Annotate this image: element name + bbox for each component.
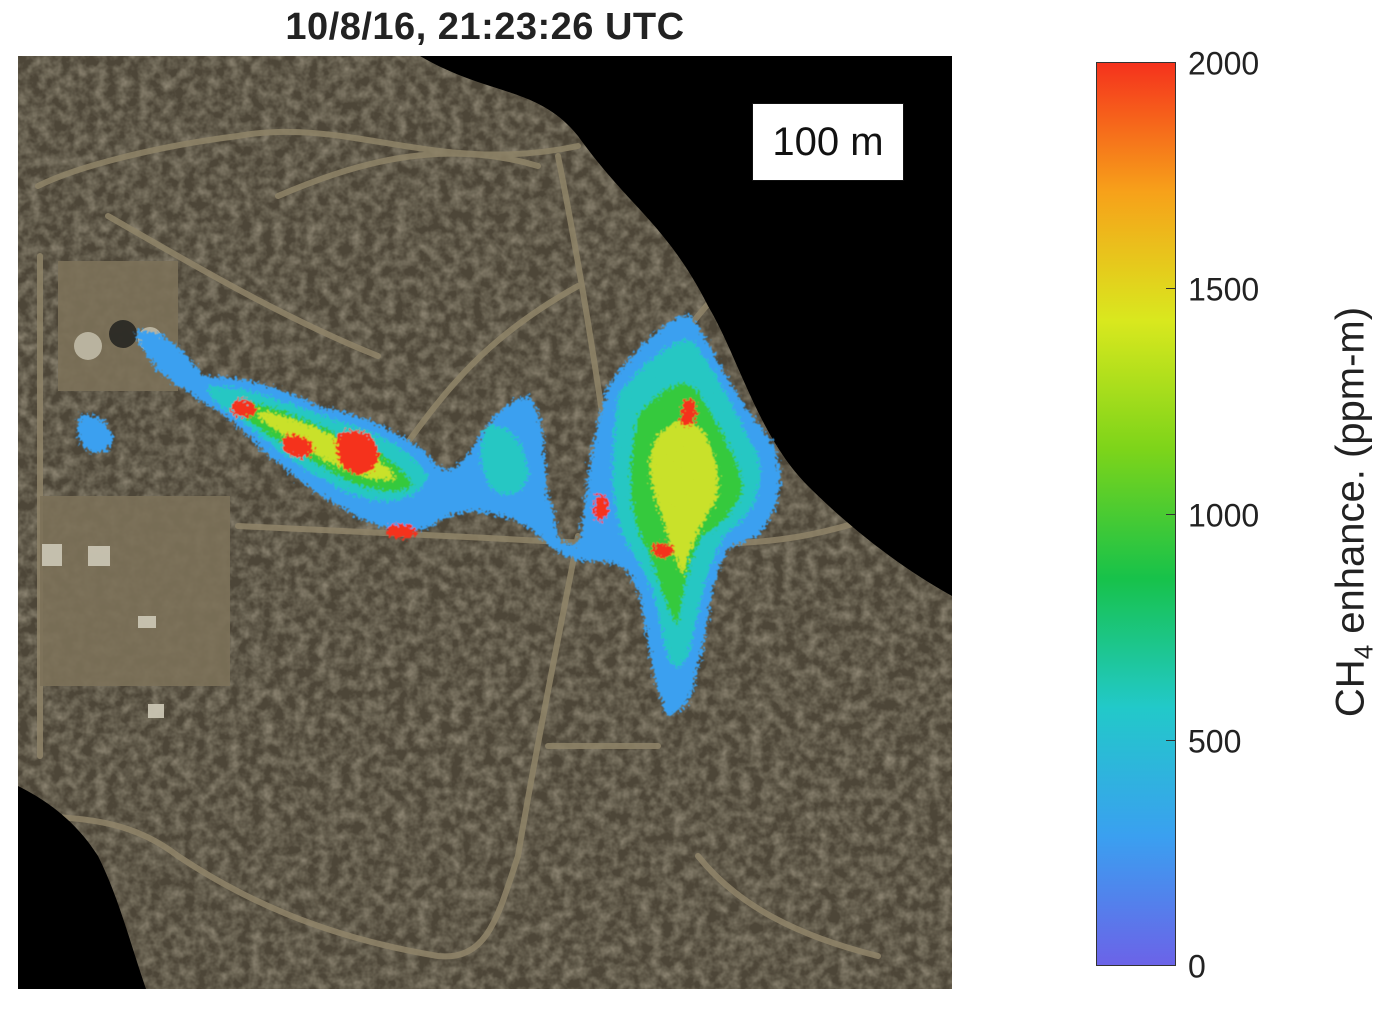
colorbar-tick bbox=[1166, 740, 1175, 741]
colorbar-label: CH4 enhance. (ppm-m) bbox=[1329, 307, 1380, 717]
colorbar-tick bbox=[1166, 514, 1175, 515]
colorbar-label-suffix: enhance. (ppm-m) bbox=[1328, 306, 1373, 645]
colorbar-tick-label: 2000 bbox=[1188, 45, 1260, 82]
colorbar-tick-label: 500 bbox=[1188, 723, 1242, 760]
map-title: 10/8/16, 21:23:26 UTC bbox=[285, 6, 685, 48]
colorbar-tick-label: 1000 bbox=[1188, 497, 1260, 534]
methane-plume bbox=[77, 314, 781, 716]
aerial-map bbox=[18, 56, 952, 989]
colorbar-label-prefix: CH bbox=[1328, 659, 1373, 718]
plume-speckle bbox=[208, 340, 761, 667]
colorbar-tick-label: 0 bbox=[1188, 948, 1206, 985]
colorbar-tick-label: 1500 bbox=[1188, 271, 1260, 308]
colorbar bbox=[1096, 62, 1176, 966]
scale-bar-label: 100 m bbox=[752, 103, 904, 181]
facility-pads bbox=[40, 261, 230, 686]
colorbar-label-subscript: 4 bbox=[1348, 644, 1379, 660]
colorbar-tick bbox=[1166, 62, 1175, 63]
colorbar-tick bbox=[1166, 965, 1175, 966]
colorbar-tick bbox=[1166, 288, 1175, 289]
